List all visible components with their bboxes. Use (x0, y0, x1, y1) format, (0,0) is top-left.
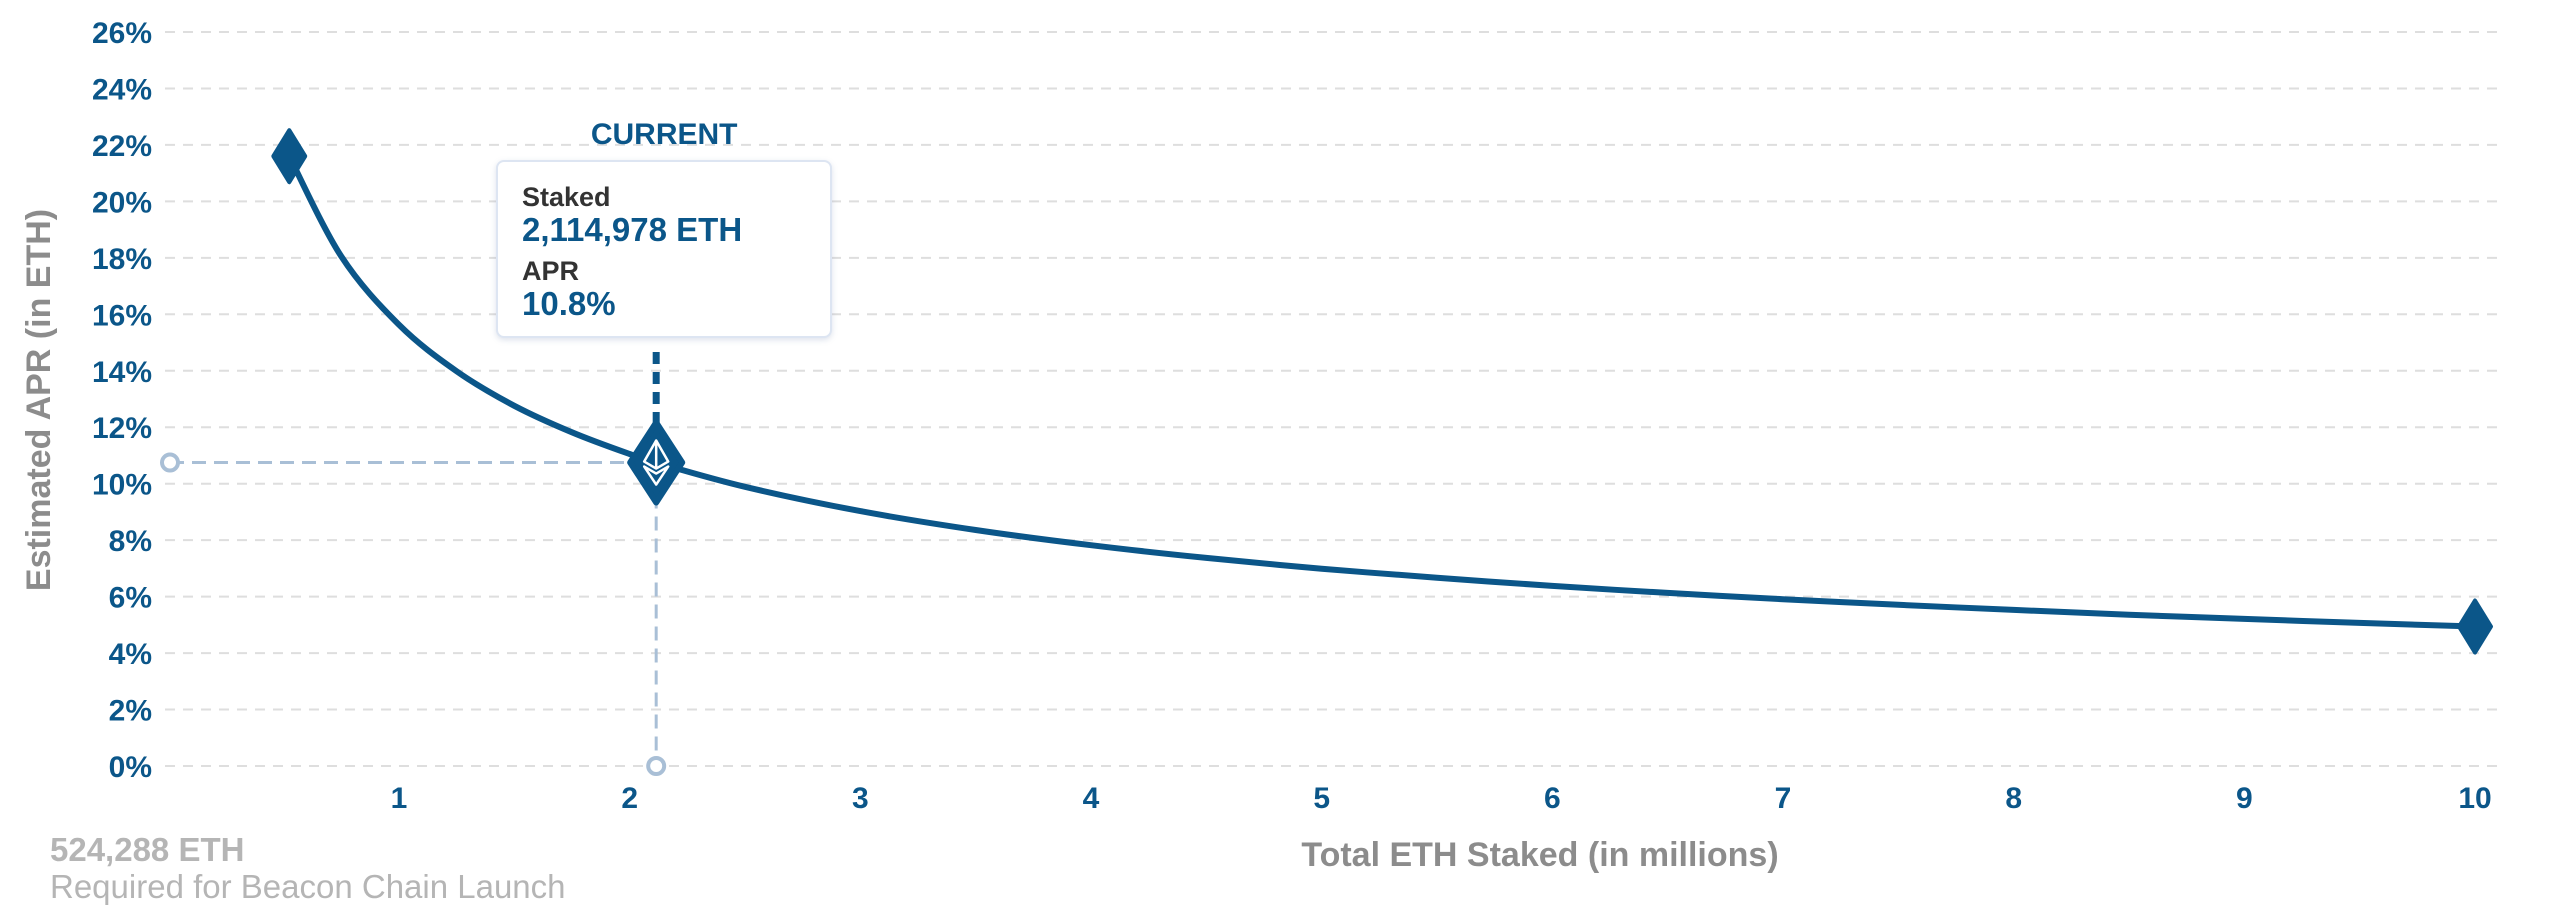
endpoint-markers (271, 128, 2493, 655)
beacon-chain-footnote: 524,288 ETH Required for Beacon Chain La… (50, 832, 566, 906)
y-tick-label: 2% (109, 695, 152, 728)
y-tick-label: 6% (109, 582, 152, 615)
footnote-value: 524,288 ETH (50, 831, 245, 868)
endpoint-marker (271, 128, 308, 185)
apr-guide-endpoint (160, 452, 180, 473)
current-tooltip: Staked 2,114,978 ETH APR 10.8% (496, 160, 832, 338)
current-marker[interactable] (627, 419, 686, 506)
endpoint-marker (2457, 598, 2493, 655)
x-tick-label: 5 (1313, 782, 1330, 815)
y-tick-label: 22% (92, 130, 152, 163)
y-tick-label: 20% (92, 186, 152, 219)
y-tick-label: 26% (92, 17, 152, 50)
y-tick-label: 10% (92, 469, 152, 502)
x-tick-label: 3 (852, 782, 869, 815)
y-tick-label: 24% (92, 73, 152, 106)
y-axis-title: Estimated APR (in ETH) (20, 209, 58, 591)
x-tick-label: 6 (1544, 782, 1561, 815)
y-tick-label: 8% (109, 525, 152, 558)
y-tick-label: 16% (92, 299, 152, 332)
tooltip-apr-label: APR (522, 256, 580, 286)
y-tick-label: 14% (92, 356, 152, 389)
y-tick-label: 0% (109, 751, 152, 784)
y-tick-label: 12% (92, 412, 152, 445)
staked-guide-endpoint (646, 756, 667, 776)
tooltip-apr-value: 10.8% (522, 285, 616, 322)
gridlines (165, 31, 2500, 767)
x-tick-label: 4 (1083, 782, 1100, 815)
tooltip-staked-label: Staked (522, 182, 611, 212)
x-axis-ticks: 1 2 3 4 5 6 7 8 9 10 (391, 782, 2492, 815)
y-tick-label: 18% (92, 243, 152, 276)
y-axis-ticks: 0% 2% 4% 6% 8% 10% 12% 14% 16% 18% 20% 22% 24% 26% (92, 17, 152, 784)
apr-curve (286, 154, 2476, 630)
current-guides (160, 352, 667, 776)
x-tick-label: 2 (621, 782, 638, 815)
x-tick-label: 9 (2236, 782, 2253, 815)
x-tick-label: 7 (1775, 782, 1792, 815)
x-tick-label: 1 (391, 782, 408, 815)
footnote-caption: Required for Beacon Chain Launch (50, 868, 566, 905)
x-tick-label: 10 (2458, 782, 2491, 815)
ethereum-diamond-icon (642, 439, 670, 486)
x-tick-label: 8 (2005, 782, 2022, 815)
x-axis-title: Total ETH Staked (in millions) (1301, 836, 1778, 874)
tooltip-staked-value: 2,114,978 ETH (522, 211, 743, 248)
y-tick-label: 4% (109, 638, 152, 671)
current-label: CURRENT (591, 118, 738, 151)
